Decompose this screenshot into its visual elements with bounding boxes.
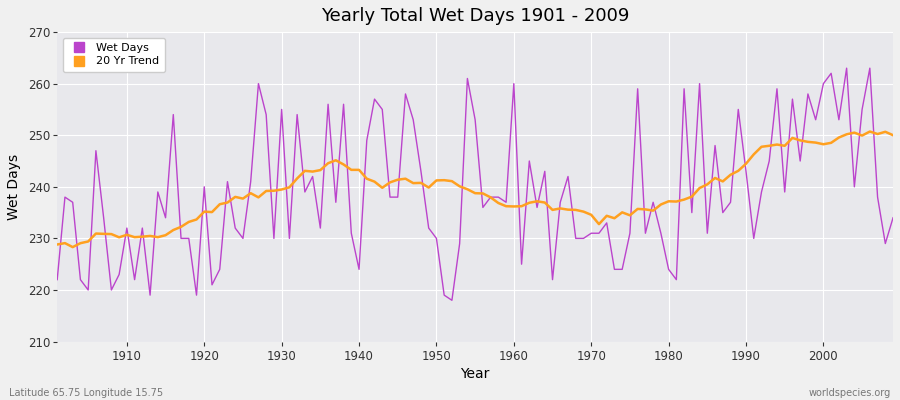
Text: worldspecies.org: worldspecies.org — [809, 388, 891, 398]
X-axis label: Year: Year — [461, 367, 490, 381]
Title: Yearly Total Wet Days 1901 - 2009: Yearly Total Wet Days 1901 - 2009 — [321, 7, 629, 25]
Y-axis label: Wet Days: Wet Days — [7, 154, 21, 220]
Text: Latitude 65.75 Longitude 15.75: Latitude 65.75 Longitude 15.75 — [9, 388, 163, 398]
Legend: Wet Days, 20 Yr Trend: Wet Days, 20 Yr Trend — [63, 38, 165, 72]
